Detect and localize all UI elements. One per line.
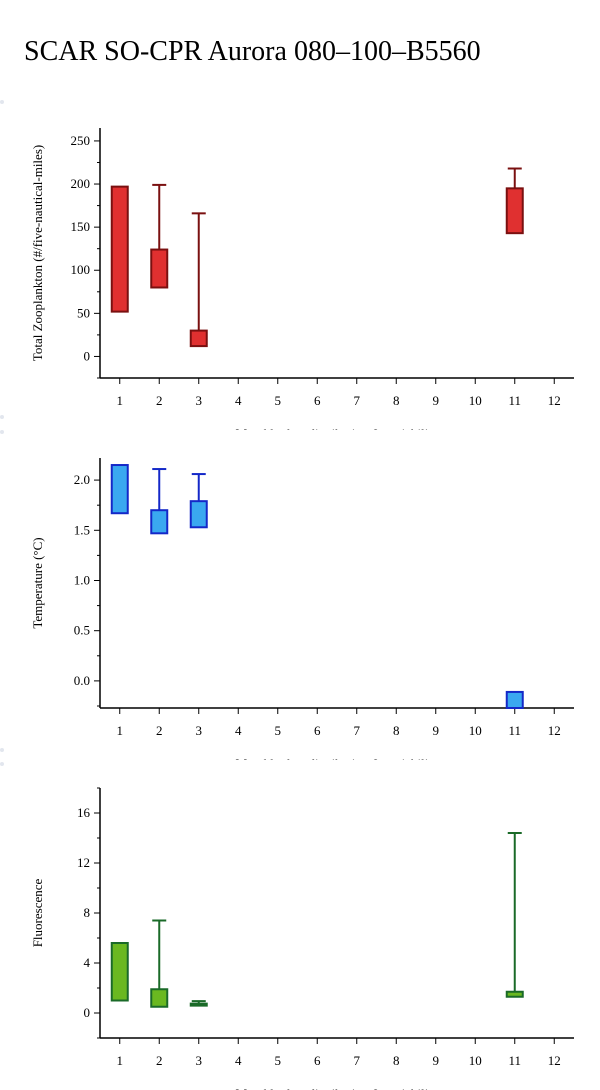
y-tick-label: 0 [84, 348, 91, 363]
x-axis-title: Monthly data distribution & variability [236, 1086, 439, 1090]
zooplankton-chart: 0 50 100 150 200 250 1 2 3 4 5 6 7 8 9 10 11 12 Total Zoop… [0, 108, 600, 430]
x-tick-label: 6 [314, 723, 321, 738]
x-tick-label: 9 [433, 723, 440, 738]
box-month-11 [505, 187, 524, 235]
x-tick-label: 4 [235, 393, 242, 408]
box-month-11 [505, 990, 524, 998]
temperature-chart: 0.0 0.5 1.0 1.5 2.0 1 2 3 4 5 6 7 8 9 10 11 12 Temperatur… [0, 438, 600, 760]
x-tick-label: 9 [433, 1053, 440, 1068]
x-tick-label: 6 [314, 1053, 321, 1068]
y-tick-label: 4 [84, 955, 91, 970]
x-tick-label: 11 [508, 393, 521, 408]
y-tick-label: 200 [71, 176, 91, 191]
x-tick-label: 1 [117, 393, 124, 408]
box-month-2 [150, 509, 169, 535]
y-axis-title: Fluorescence [30, 878, 45, 947]
decor-dot [0, 748, 4, 752]
box-month-3 [189, 329, 208, 348]
x-tick-label: 5 [275, 723, 282, 738]
x-tick-label: 4 [235, 723, 242, 738]
x-tick-label: 12 [548, 393, 561, 408]
y-tick-label: 0 [84, 1005, 91, 1020]
x-tick-label: 6 [314, 393, 321, 408]
x-axis-title: Monthly data distribution & variability [236, 756, 439, 760]
x-axis-title: Monthly data distribution & variability [236, 426, 439, 430]
y-tick-label: 12 [77, 855, 90, 870]
y-tick-label: 16 [77, 805, 91, 820]
y-tick-label: 250 [71, 133, 91, 148]
box-month-1 [110, 185, 129, 313]
decor-dot [0, 762, 4, 766]
x-tick-label: 7 [354, 723, 361, 738]
x-tick-label: 3 [196, 393, 203, 408]
x-tick-label: 1 [117, 1053, 124, 1068]
box-month-11 [505, 690, 524, 710]
x-tick-label: 10 [469, 1053, 482, 1068]
box-month-3 [189, 500, 208, 529]
page-title: SCAR SO-CPR Aurora 080–100–B5560 [24, 36, 481, 67]
box-month-1 [110, 464, 129, 515]
y-tick-label: 150 [71, 219, 91, 234]
x-tick-label: 7 [354, 393, 361, 408]
x-tick-label: 10 [469, 393, 482, 408]
x-tick-label: 9 [433, 393, 440, 408]
x-tick-label: 2 [156, 393, 163, 408]
x-tick-label: 8 [393, 393, 400, 408]
x-tick-label: 4 [235, 1053, 242, 1068]
x-tick-label: 10 [469, 723, 482, 738]
x-tick-label: 3 [196, 1053, 203, 1068]
x-tick-label: 2 [156, 723, 163, 738]
x-tick-label: 5 [275, 1053, 282, 1068]
y-tick-label: 8 [84, 905, 91, 920]
decor-dot [0, 415, 4, 419]
box-month-1 [110, 942, 129, 1002]
y-tick-label: 1.0 [74, 572, 90, 587]
x-tick-label: 1 [117, 723, 124, 738]
x-tick-label: 12 [548, 1053, 561, 1068]
x-tick-label: 3 [196, 723, 203, 738]
decor-dot [0, 430, 4, 434]
y-tick-label: 0.5 [74, 623, 90, 638]
decor-dot [0, 100, 4, 104]
x-tick-label: 7 [354, 1053, 361, 1068]
fluorescence-chart: 0481216123456789101112FluorescenceMonthl… [0, 768, 600, 1090]
y-tick-label: 2.0 [74, 472, 90, 487]
y-tick-label: 100 [71, 262, 91, 277]
x-tick-label: 2 [156, 1053, 163, 1068]
x-tick-label: 12 [548, 723, 561, 738]
y-tick-label: 0.0 [74, 673, 90, 688]
box-month-2 [150, 248, 169, 289]
y-tick-label: 1.5 [74, 522, 90, 537]
x-tick-label: 8 [393, 723, 400, 738]
x-tick-label: 8 [393, 1053, 400, 1068]
box-month-2 [150, 988, 169, 1008]
box-month-3 [189, 1002, 208, 1007]
y-axis-title: Temperature (°C) [30, 537, 45, 628]
x-tick-label: 11 [508, 723, 521, 738]
x-tick-label: 5 [275, 393, 282, 408]
x-tick-label: 11 [508, 1053, 521, 1068]
y-axis-title: Total Zooplankton (#/five-nautical-miles… [30, 145, 45, 361]
y-tick-label: 50 [77, 305, 90, 320]
